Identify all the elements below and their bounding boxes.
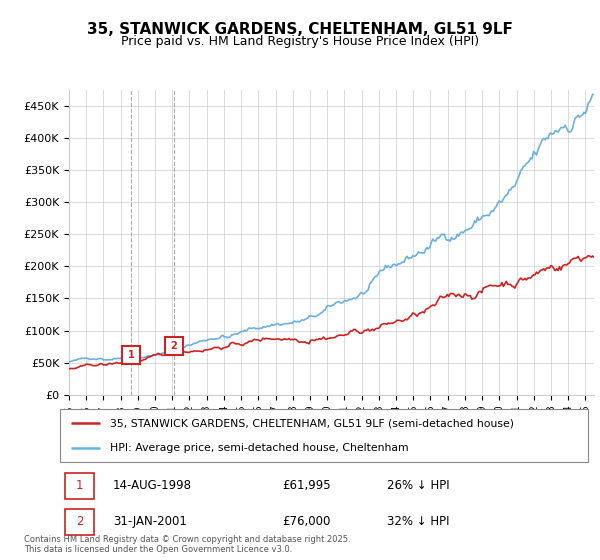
FancyBboxPatch shape <box>65 473 94 499</box>
Text: 35, STANWICK GARDENS, CHELTENHAM, GL51 9LF (semi-detached house): 35, STANWICK GARDENS, CHELTENHAM, GL51 9… <box>110 418 514 428</box>
Text: 2: 2 <box>76 515 83 528</box>
Text: £76,000: £76,000 <box>282 515 330 528</box>
Text: 1: 1 <box>128 350 134 360</box>
Text: 35, STANWICK GARDENS, CHELTENHAM, GL51 9LF: 35, STANWICK GARDENS, CHELTENHAM, GL51 9… <box>87 22 513 38</box>
Text: 2: 2 <box>170 341 177 351</box>
Text: 14-AUG-1998: 14-AUG-1998 <box>113 479 192 492</box>
Text: HPI: Average price, semi-detached house, Cheltenham: HPI: Average price, semi-detached house,… <box>110 442 409 452</box>
FancyBboxPatch shape <box>60 409 588 462</box>
Text: 31-JAN-2001: 31-JAN-2001 <box>113 515 187 528</box>
Text: 26% ↓ HPI: 26% ↓ HPI <box>388 479 450 492</box>
Text: 1: 1 <box>76 479 83 492</box>
Text: Price paid vs. HM Land Registry's House Price Index (HPI): Price paid vs. HM Land Registry's House … <box>121 35 479 48</box>
FancyBboxPatch shape <box>65 509 94 535</box>
Text: 32% ↓ HPI: 32% ↓ HPI <box>388 515 450 528</box>
Text: Contains HM Land Registry data © Crown copyright and database right 2025.
This d: Contains HM Land Registry data © Crown c… <box>24 535 350 554</box>
Text: £61,995: £61,995 <box>282 479 331 492</box>
